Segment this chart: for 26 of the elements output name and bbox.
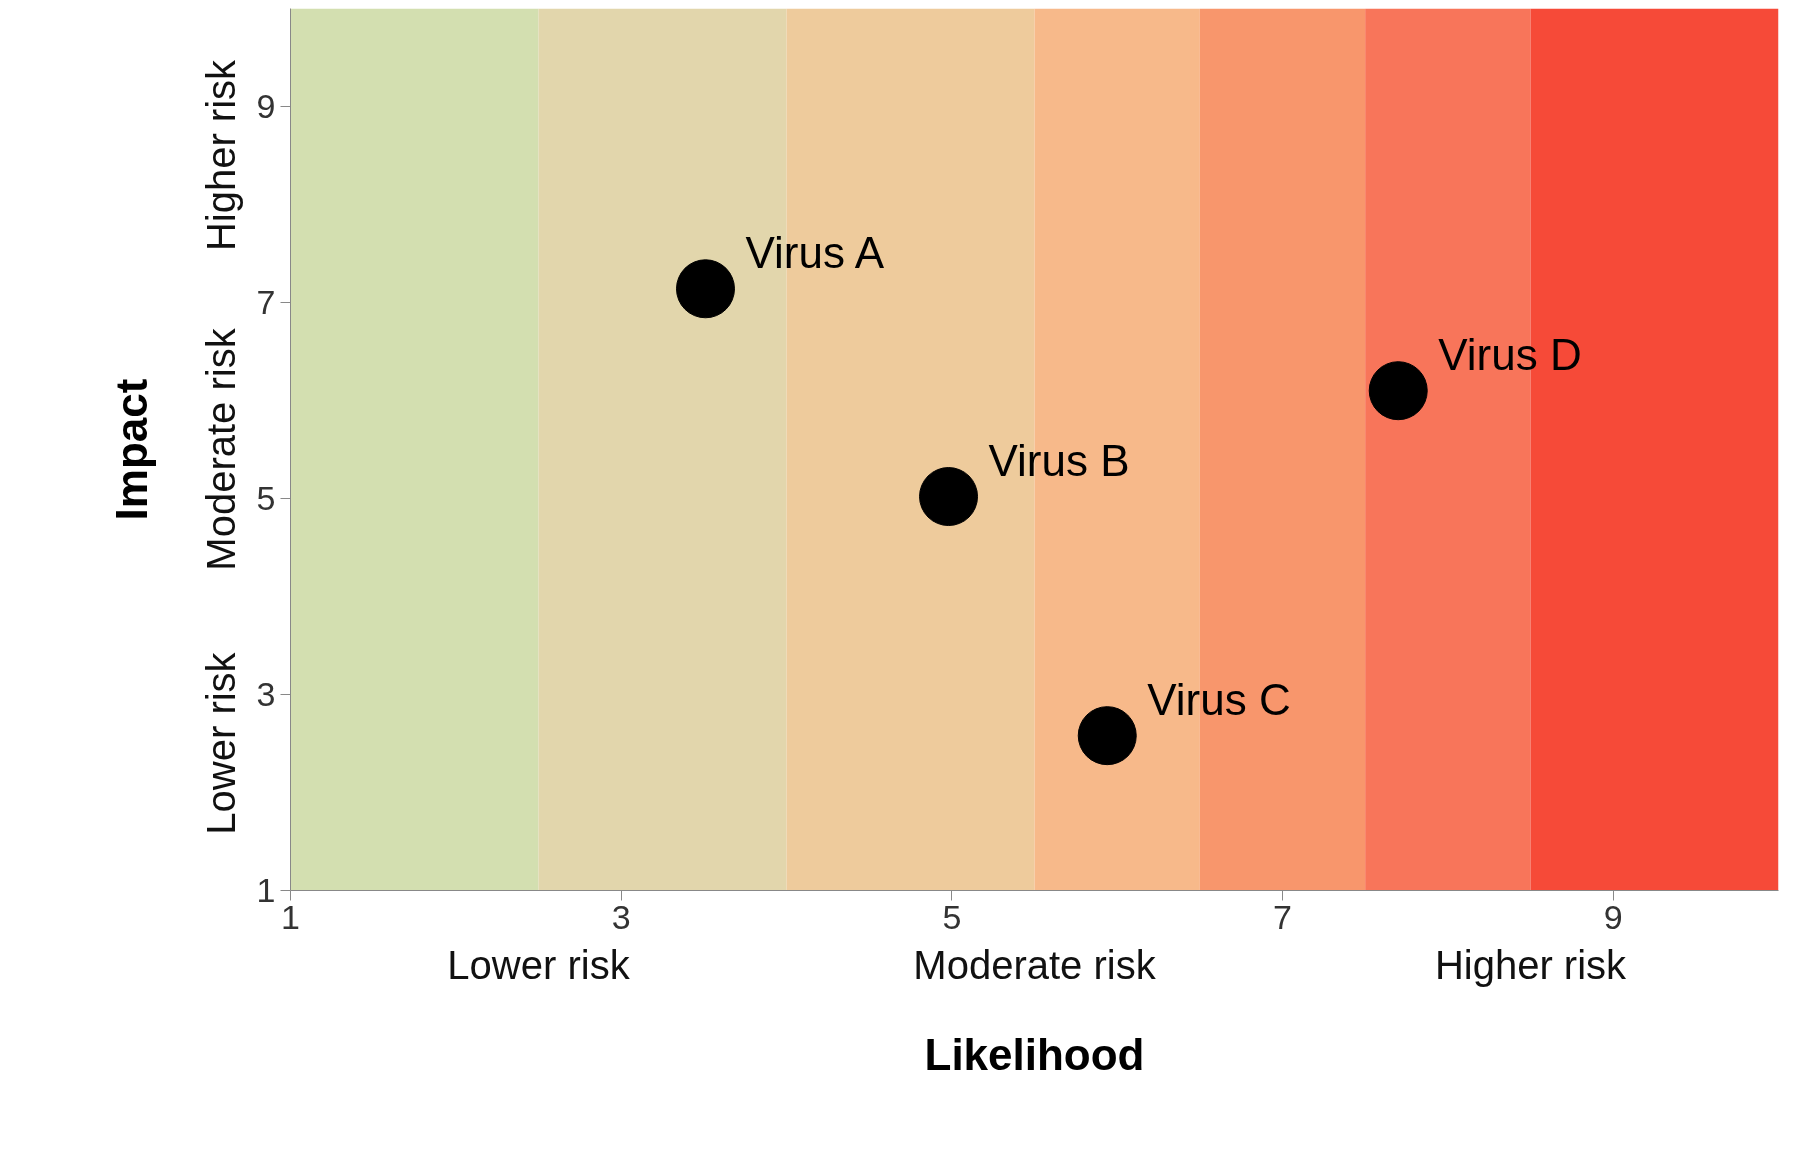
series-label: Virus D [1438, 329, 1582, 379]
text: Lower risk [447, 942, 631, 987]
x-tick-label: 1 [281, 897, 300, 936]
x-axis-title: Likelihood [924, 1029, 1145, 1079]
text: Higher risk [1434, 942, 1628, 987]
x-tick-label: 9 [1603, 897, 1623, 936]
text: Lower risk [198, 651, 243, 835]
y-tick-label: 7 [256, 283, 276, 321]
y-tick-label: 5 [256, 479, 276, 517]
series-label: Virus C [1147, 674, 1291, 724]
x-tick-label: 3 [611, 897, 631, 936]
text: Moderate risk [198, 327, 243, 571]
text: Moderate risk [913, 942, 1157, 987]
y-axis-title: Impact [106, 378, 156, 521]
y-tick-label: 9 [256, 87, 276, 125]
point [1368, 361, 1428, 421]
x-tick-label: 7 [1273, 897, 1292, 936]
point [919, 467, 979, 526]
text: Higher risk [198, 58, 243, 252]
point [1077, 706, 1137, 766]
series-label: Virus B [988, 435, 1130, 485]
series-label: Virus A [745, 227, 885, 277]
x-tick-label: 5 [942, 897, 962, 936]
y-tick-label: 1 [256, 871, 276, 909]
y-tick-label: 3 [256, 675, 276, 713]
point [675, 259, 735, 319]
